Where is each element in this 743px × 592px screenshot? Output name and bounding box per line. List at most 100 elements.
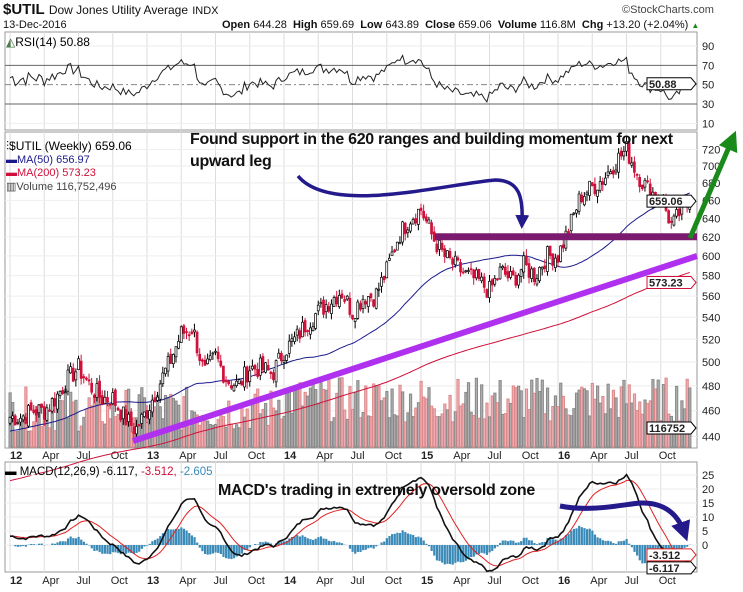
macd-hist-bar bbox=[159, 536, 162, 545]
macd-hist-bar bbox=[551, 539, 554, 545]
x-tick-label: Apr bbox=[590, 450, 607, 462]
macd-hist-bar bbox=[443, 545, 446, 565]
volume-bar bbox=[524, 388, 529, 448]
macd-hist-bar bbox=[372, 545, 375, 549]
macd-hist-bar bbox=[322, 538, 325, 545]
candle-body bbox=[522, 255, 526, 273]
volume-bar bbox=[335, 392, 339, 448]
volume-bar bbox=[567, 414, 571, 448]
rsi-tick-label: 50 bbox=[702, 80, 714, 92]
candle-body bbox=[580, 194, 584, 203]
volume-bar bbox=[163, 395, 168, 448]
volume-bar bbox=[601, 396, 605, 448]
candle-body bbox=[245, 366, 249, 383]
x-tick-label: Apr bbox=[453, 450, 470, 462]
volume-bar bbox=[329, 421, 334, 448]
candle-body bbox=[567, 231, 570, 234]
candle-body bbox=[538, 267, 541, 282]
candle-body bbox=[551, 253, 555, 266]
candle-body bbox=[98, 380, 101, 398]
candle-body bbox=[369, 293, 373, 299]
macd-hist-bar bbox=[193, 537, 196, 545]
macd-hist-bar bbox=[101, 545, 104, 554]
ma200-legend: ▬MA(200) 573.23 bbox=[6, 167, 96, 179]
macd-hist-bar bbox=[333, 541, 336, 545]
candle-body bbox=[385, 261, 389, 279]
rsi-tick-label: 70 bbox=[702, 60, 714, 72]
macd-hist-bar bbox=[264, 541, 267, 545]
volume-bar bbox=[448, 394, 452, 448]
volume-bar bbox=[427, 387, 431, 448]
macd-hist-bar bbox=[464, 545, 467, 561]
volume-bar bbox=[614, 397, 618, 448]
macd-annotation: MACD's trading in extremely oversold zon… bbox=[218, 482, 535, 499]
x-tick-label: 14 bbox=[284, 450, 297, 462]
macd-hist-bar bbox=[72, 538, 75, 545]
candle-body bbox=[453, 255, 457, 266]
macd-hist-bar bbox=[385, 538, 388, 545]
macd-hist-bar bbox=[219, 545, 222, 555]
macd-hist-bar bbox=[269, 543, 273, 545]
ma200-value-tag: 573.23 bbox=[649, 277, 683, 289]
candle-body bbox=[503, 266, 507, 275]
macd-hist-bar bbox=[383, 541, 386, 545]
candle-body bbox=[527, 263, 531, 278]
candle-body bbox=[482, 276, 486, 288]
candle-body bbox=[451, 258, 454, 265]
macd-hist-bar bbox=[232, 545, 236, 559]
x-tick-label: 14 bbox=[284, 575, 297, 587]
price-tick-label: 440 bbox=[702, 432, 720, 444]
chart-title: $UTIL Dow Jones Utility Average INDX bbox=[3, 1, 218, 18]
volume-bar bbox=[369, 416, 373, 448]
candle-body bbox=[187, 334, 191, 337]
volume-bar bbox=[688, 387, 692, 448]
candle-body bbox=[203, 359, 207, 366]
macd-hist-bar bbox=[172, 529, 175, 545]
volume-bar bbox=[82, 416, 86, 448]
volume-value-tag: 116752 bbox=[649, 423, 685, 435]
volume-bar bbox=[424, 398, 428, 448]
macd-hist-bar bbox=[622, 540, 626, 545]
volume-bar bbox=[374, 385, 378, 448]
x-tick-label: Jul bbox=[351, 450, 365, 462]
macd-hist-bar bbox=[427, 545, 431, 547]
volume-bar bbox=[503, 413, 508, 448]
candle-body bbox=[340, 293, 344, 299]
volume-bar bbox=[237, 427, 241, 448]
macd-hist-bar bbox=[217, 545, 220, 553]
volume-bar bbox=[461, 403, 465, 448]
candle-body bbox=[572, 212, 576, 215]
candle-body bbox=[327, 306, 331, 312]
volume-bar bbox=[609, 408, 613, 448]
candle-body bbox=[345, 295, 349, 300]
macd-hist-bar bbox=[95, 545, 99, 551]
volume-bar bbox=[48, 427, 52, 448]
volume-bar bbox=[653, 388, 658, 448]
candle-body bbox=[50, 398, 54, 412]
candle-body bbox=[480, 276, 483, 282]
candle-body bbox=[443, 248, 447, 257]
x-tick-label: 16 bbox=[558, 450, 570, 462]
macd-hist-bar bbox=[164, 531, 167, 545]
candle-body bbox=[143, 411, 146, 417]
candle-body bbox=[393, 249, 397, 253]
macd-hist-bar bbox=[132, 545, 136, 554]
macd-hist-bar bbox=[143, 545, 146, 547]
x-tick-label: 12 bbox=[10, 575, 22, 587]
volume-bar bbox=[574, 392, 579, 448]
candle-body bbox=[24, 417, 28, 424]
volume-value: 116.8M bbox=[539, 19, 576, 31]
volume-bar bbox=[203, 420, 207, 448]
volume-bar bbox=[553, 395, 558, 448]
volume-bar bbox=[630, 402, 634, 448]
macd-hist-bar bbox=[148, 543, 151, 545]
x-tick-label: 13 bbox=[147, 575, 159, 587]
macd-hist-bar bbox=[206, 545, 209, 555]
macd-hist-bar bbox=[459, 545, 462, 563]
volume-bar bbox=[314, 389, 318, 448]
volume-bar bbox=[477, 417, 481, 448]
macd-hist-bar bbox=[593, 534, 597, 545]
volume-bar bbox=[469, 411, 473, 448]
volume-bar bbox=[585, 390, 589, 448]
macd-hist-bar bbox=[32, 544, 35, 545]
